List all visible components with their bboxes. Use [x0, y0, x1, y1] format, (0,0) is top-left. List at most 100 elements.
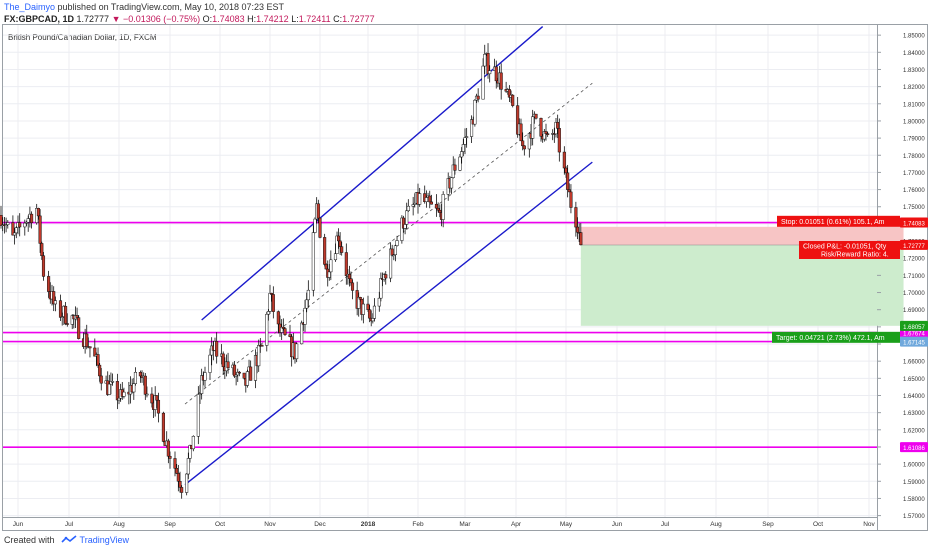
candle-body[interactable]	[155, 395, 159, 401]
candle-body[interactable]	[245, 371, 249, 386]
candle-body[interactable]	[271, 294, 275, 312]
candle-body[interactable]	[434, 203, 439, 209]
candle-body[interactable]	[13, 232, 17, 236]
candle-body[interactable]	[36, 208, 40, 217]
candle-body[interactable]	[186, 458, 190, 475]
candle-body[interactable]	[329, 259, 333, 273]
author-link[interactable]: The_Daimyo	[4, 2, 56, 12]
candle-body[interactable]	[300, 322, 304, 345]
candle-body[interactable]	[562, 151, 566, 169]
candle-body[interactable]	[438, 209, 442, 213]
candle-body[interactable]	[260, 345, 264, 347]
candle-body[interactable]	[173, 458, 177, 469]
candle-body[interactable]	[107, 383, 111, 395]
candle-body[interactable]	[428, 195, 432, 203]
candle-body[interactable]	[283, 328, 287, 335]
candle-body[interactable]	[191, 435, 195, 450]
candle-body[interactable]	[327, 271, 331, 278]
candle-body[interactable]	[96, 354, 100, 366]
tradingview-brand[interactable]: TradingView	[60, 535, 129, 545]
candle-body[interactable]	[221, 353, 225, 368]
candle-body[interactable]	[208, 354, 212, 373]
candle-body[interactable]	[390, 248, 394, 256]
candle-body[interactable]	[436, 207, 440, 211]
candle-body[interactable]	[470, 119, 474, 137]
candle-body[interactable]	[176, 473, 180, 482]
candle-body[interactable]	[14, 227, 18, 234]
candle-body[interactable]	[75, 315, 79, 318]
candle-body[interactable]	[575, 226, 580, 233]
candle-body[interactable]	[494, 66, 498, 82]
candle-body[interactable]	[110, 381, 115, 383]
candle-body[interactable]	[324, 264, 328, 270]
candle-body[interactable]	[311, 232, 315, 291]
candle-body[interactable]	[534, 113, 538, 119]
candle-body[interactable]	[371, 318, 375, 322]
candle-body[interactable]	[406, 205, 410, 212]
candle-body[interactable]	[93, 347, 97, 357]
candle-body[interactable]	[333, 253, 338, 261]
candle-body[interactable]	[403, 224, 407, 229]
candle-body[interactable]	[361, 303, 365, 315]
candle-body[interactable]	[132, 383, 136, 393]
candle-body[interactable]	[316, 203, 320, 219]
candle-body[interactable]	[305, 299, 309, 309]
candle-body[interactable]	[564, 167, 568, 174]
channel-upper-line[interactable]	[201, 26, 544, 321]
candle-body[interactable]	[122, 391, 126, 397]
candle-body[interactable]	[318, 217, 322, 238]
candle-body[interactable]	[574, 207, 578, 228]
candle-body[interactable]	[531, 116, 535, 139]
stop-label[interactable]	[777, 215, 900, 227]
candle-body[interactable]	[544, 131, 548, 134]
candle-body[interactable]	[347, 274, 351, 279]
candle-body[interactable]	[486, 53, 490, 75]
candle-body[interactable]	[23, 222, 27, 228]
candle-body[interactable]	[232, 364, 237, 377]
candle-body[interactable]	[405, 210, 409, 225]
candle-body[interactable]	[40, 243, 44, 257]
candle-body[interactable]	[499, 72, 503, 90]
channel-lower-line[interactable]	[184, 161, 593, 486]
candle-body[interactable]	[344, 252, 348, 276]
candle-body[interactable]	[358, 296, 362, 300]
candle-body[interactable]	[372, 305, 377, 319]
candle-body[interactable]	[441, 194, 445, 220]
candle-body[interactable]	[569, 191, 573, 208]
candle-body[interactable]	[384, 274, 388, 279]
candle-body[interactable]	[418, 193, 422, 205]
candle-body[interactable]	[18, 222, 22, 228]
candle-body[interactable]	[98, 364, 102, 377]
candle-body[interactable]	[458, 156, 462, 171]
candle-body[interactable]	[268, 293, 272, 312]
candle-body[interactable]	[99, 375, 103, 384]
candle-body[interactable]	[519, 123, 523, 142]
candle-body[interactable]	[483, 53, 487, 67]
candle-body[interactable]	[161, 412, 165, 442]
candle-body[interactable]	[26, 218, 30, 223]
candle-body[interactable]	[115, 381, 119, 401]
candle-body[interactable]	[156, 399, 161, 414]
candle-body[interactable]	[288, 334, 292, 337]
candle-body[interactable]	[556, 122, 560, 129]
candle-body[interactable]	[53, 300, 57, 305]
candle-body[interactable]	[242, 372, 246, 379]
candle-body[interactable]	[521, 140, 525, 147]
candle-body[interactable]	[522, 145, 526, 150]
candle-body[interactable]	[77, 317, 81, 339]
candle-body[interactable]	[133, 372, 138, 384]
candle-body[interactable]	[226, 361, 230, 369]
candle-body[interactable]	[88, 346, 92, 349]
candle-body[interactable]	[395, 240, 399, 246]
candle-body[interactable]	[350, 282, 355, 291]
candle-body[interactable]	[579, 232, 583, 246]
candle-body[interactable]	[265, 313, 269, 346]
candle-body[interactable]	[463, 137, 467, 145]
candle-body[interactable]	[276, 311, 280, 325]
candle-body[interactable]	[58, 300, 63, 318]
candle-body[interactable]	[196, 393, 200, 437]
candle-body[interactable]	[30, 213, 34, 223]
candle-body[interactable]	[237, 371, 241, 374]
candle-body[interactable]	[175, 468, 179, 474]
candle-body[interactable]	[567, 189, 571, 193]
